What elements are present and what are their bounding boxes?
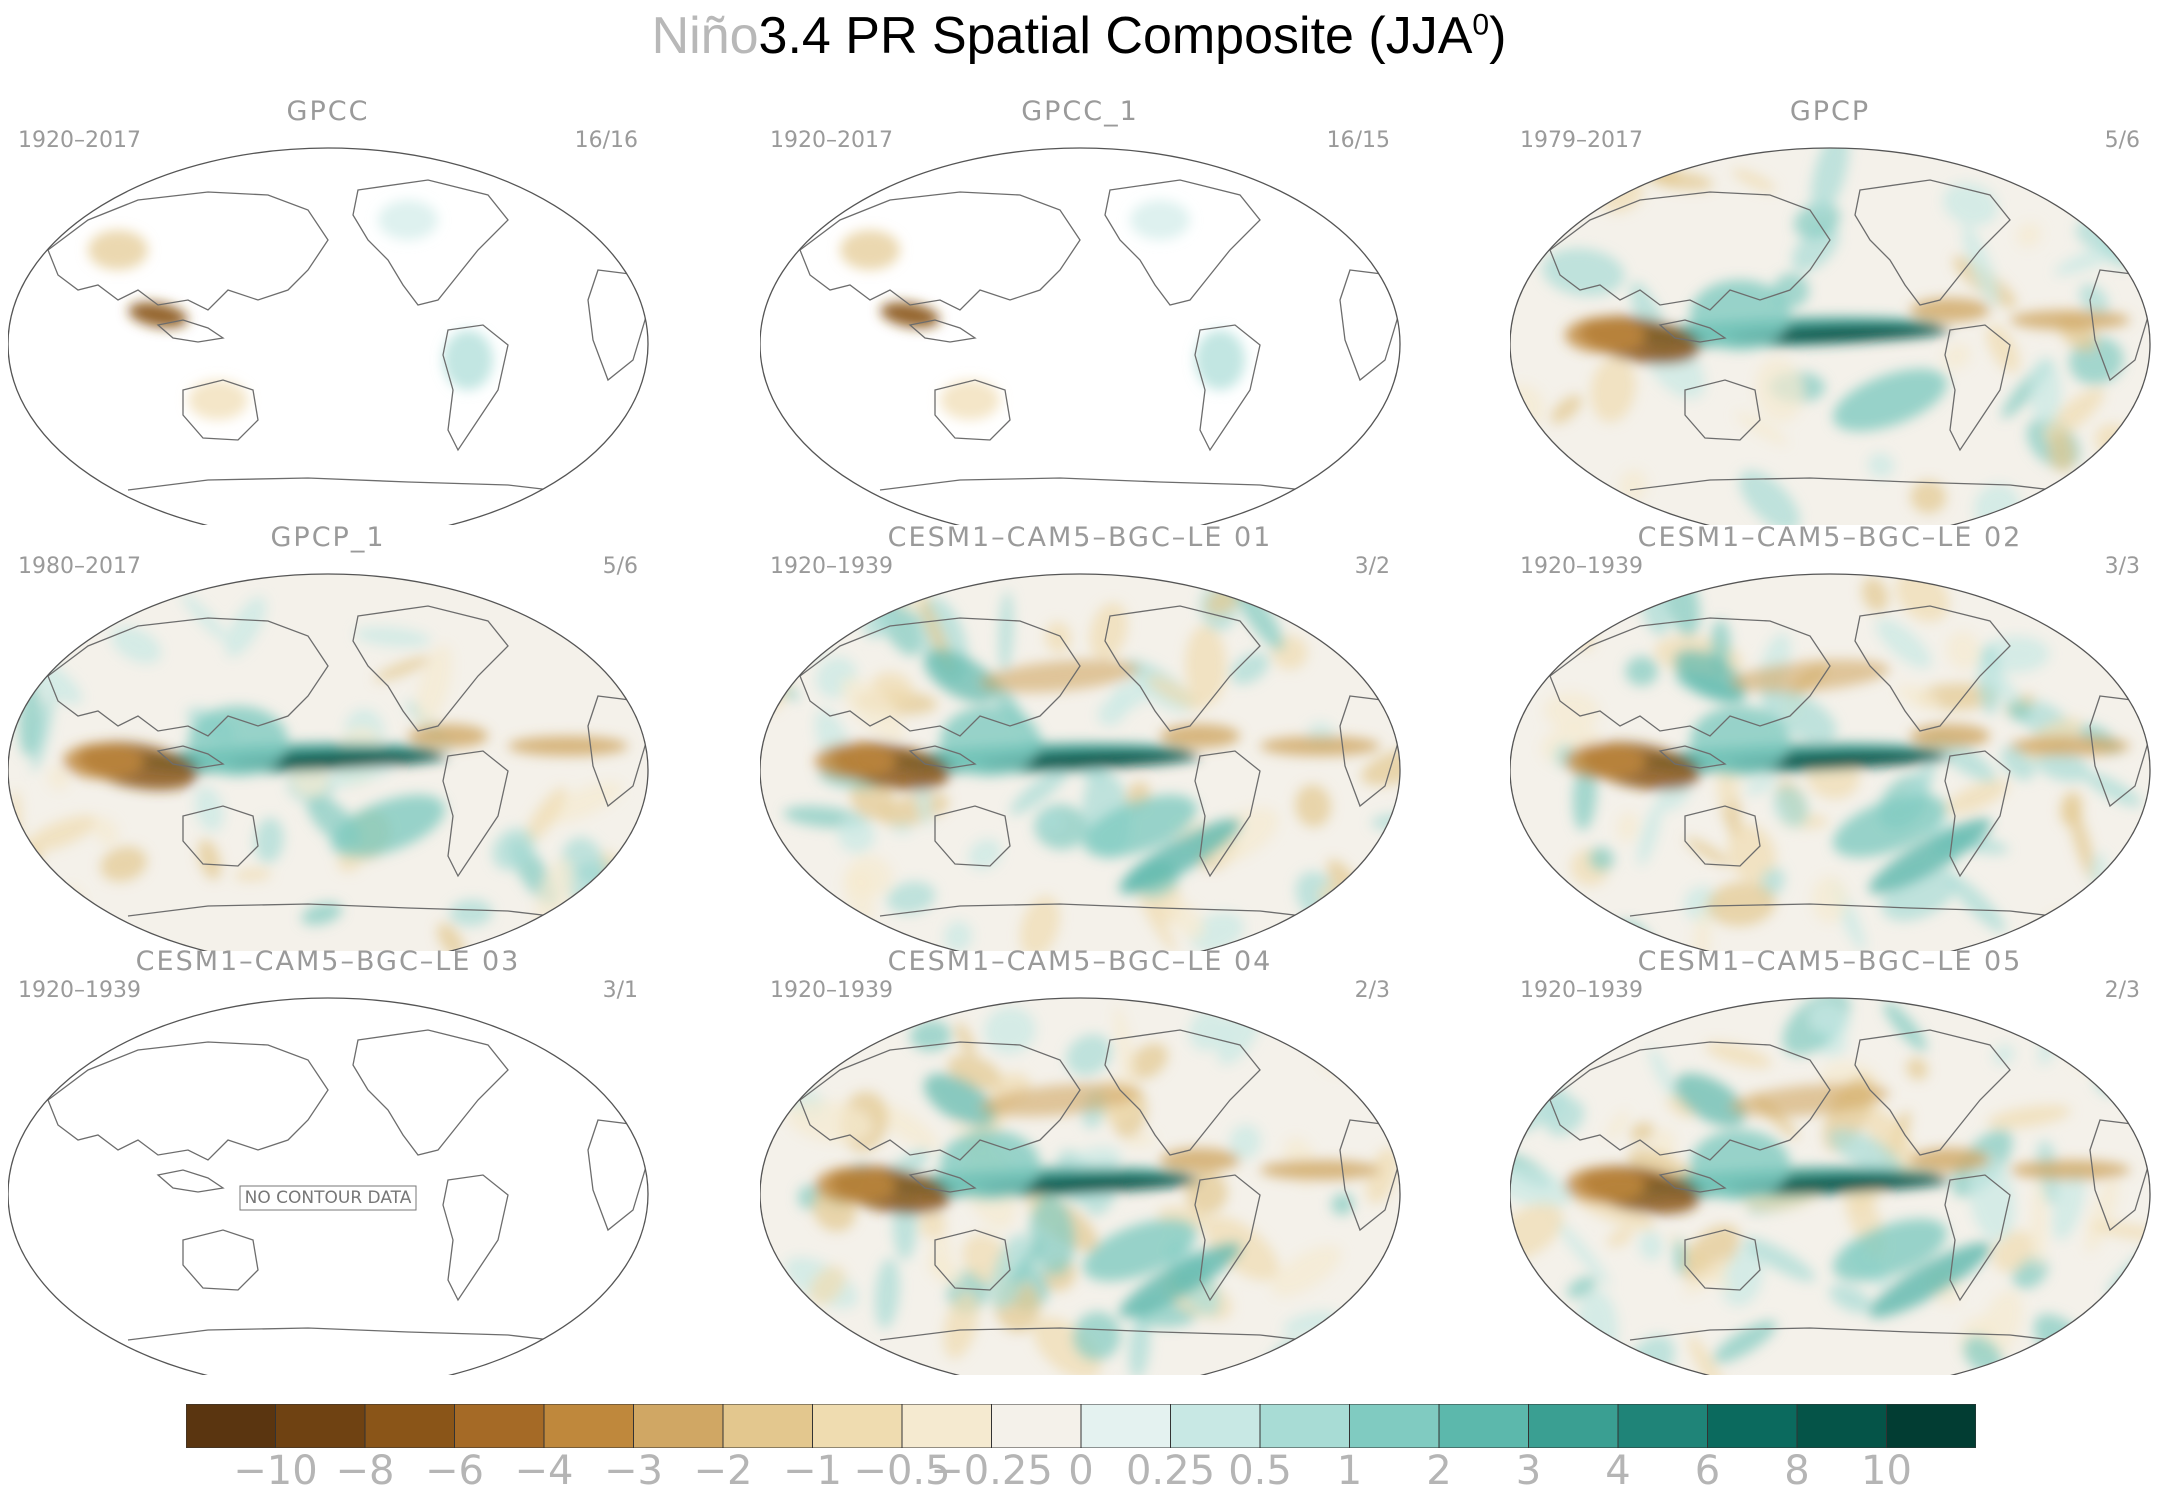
colorbar-tick-label: 2 xyxy=(1426,1448,1452,1494)
panel-years: 1920–1939 xyxy=(770,978,893,1003)
colorbar-tick-label: −3 xyxy=(604,1448,663,1494)
colorbar-tick-label: 0.5 xyxy=(1228,1448,1292,1494)
panel-title: GPCC xyxy=(286,96,370,127)
colorbar-swatch xyxy=(275,1404,366,1448)
panel-count: 5/6 xyxy=(602,554,638,579)
colorbar-tick-label: −4 xyxy=(514,1448,574,1494)
colorbar-tick-label: −10 xyxy=(233,1448,318,1494)
colorbar-tick-label: −0.25 xyxy=(930,1448,1053,1494)
panel-years: 1920–1939 xyxy=(770,554,893,579)
map-canvas xyxy=(760,997,1401,1375)
title-superscript: 0 xyxy=(1472,8,1490,42)
colorbar-swatch xyxy=(991,1404,1082,1448)
colorbar-swatch xyxy=(812,1404,903,1448)
colorbar-swatch xyxy=(901,1404,992,1448)
colorbar-tick-label: 0.25 xyxy=(1125,1448,1216,1494)
panel-title: CESM1–CAM5–BGC–LE 03 xyxy=(135,946,521,977)
colorbar-swatch xyxy=(1796,1404,1887,1448)
colorbar-tick-label: −2 xyxy=(693,1448,753,1494)
colorbar-labels: −10 −8 −6 −4 −3 −2 −1 −0.5 −0.25 0 0.25 0.5 1 2 3 4 6 8 10 xyxy=(0,1448,2158,1496)
colorbar-tick-label: 3 xyxy=(1515,1448,1542,1494)
panel-years: 1920–1939 xyxy=(18,978,141,1003)
panel-title: GPCP xyxy=(1789,96,1871,127)
panel-title: CESM1–CAM5–BGC–LE 02 xyxy=(1637,522,2023,553)
panel-title: GPCP_1 xyxy=(270,522,386,553)
map-panel: CESM1–CAM5–BGC–LE 05 1920–1939 2/3 xyxy=(1510,946,2158,1375)
colorbar-tick-label: 1 xyxy=(1336,1448,1363,1494)
colorbar-swatch xyxy=(1528,1404,1619,1448)
colorbar-swatch xyxy=(1617,1404,1708,1448)
panel-years: 1980–2017 xyxy=(18,554,141,579)
colorbar-tick-label: 4 xyxy=(1605,1448,1631,1494)
panel-count: 2/3 xyxy=(1354,978,1390,1003)
panel-title: CESM1–CAM5–BGC–LE 01 xyxy=(887,522,1273,553)
map-canvas: NO CONTOUR DATA xyxy=(8,997,649,1375)
panel-title: GPCC_1 xyxy=(1021,96,1139,127)
colorbar-tick-label: 8 xyxy=(1784,1448,1810,1494)
colorbar-swatch xyxy=(1259,1404,1350,1448)
title-prefix: Niño xyxy=(651,7,759,65)
colorbar-swatch xyxy=(1349,1404,1440,1448)
map-canvas xyxy=(8,573,649,951)
colorbar-tick-label: −1 xyxy=(783,1448,842,1494)
panel-years: 1979–2017 xyxy=(1520,128,1643,153)
figure-title: Niño3.4 PR Spatial Composite (JJA0) xyxy=(0,6,2158,66)
colorbar-tick-label: −8 xyxy=(335,1448,395,1494)
panel-count: 3/2 xyxy=(1354,554,1390,579)
colorbar-swatch xyxy=(633,1404,724,1448)
colorbar-swatch xyxy=(454,1404,545,1448)
title-suffix: ) xyxy=(1489,7,1507,65)
panel-count: 16/15 xyxy=(1326,128,1390,153)
panel-count: 3/3 xyxy=(2104,554,2140,579)
panel-years: 1920–2017 xyxy=(770,128,893,153)
map-canvas xyxy=(760,573,1401,951)
panel-title: CESM1–CAM5–BGC–LE 04 xyxy=(887,946,1273,977)
colorbar-tick-label: −0.5 xyxy=(853,1448,951,1494)
map-panel: CESM1–CAM5–BGC–LE 04 1920–1939 2/3 xyxy=(760,946,1480,1375)
map-panel: GPCC_1 1920–2017 16/15 xyxy=(760,96,1480,525)
no-data-note: NO CONTOUR DATA xyxy=(245,1188,412,1208)
map-canvas xyxy=(760,147,1401,525)
colorbar-tick-label: 6 xyxy=(1694,1448,1721,1494)
colorbar-swatch xyxy=(1707,1404,1798,1448)
panel-years: 1920–1939 xyxy=(1520,554,1643,579)
colorbar-swatch xyxy=(1438,1404,1529,1448)
panel-count: 16/16 xyxy=(574,128,638,153)
colorbar xyxy=(186,1404,1976,1448)
colorbar-swatch xyxy=(1080,1404,1171,1448)
map-panel: GPCP_1 1980–2017 5/6 xyxy=(8,522,728,951)
map-panel: CESM1–CAM5–BGC–LE 02 1920–1939 3/3 xyxy=(1510,522,2158,951)
panel-count: 3/1 xyxy=(602,978,638,1003)
panel-title: CESM1–CAM5–BGC–LE 05 xyxy=(1637,946,2023,977)
map-canvas xyxy=(1510,147,2151,525)
map-panel: GPCC 1920–2017 16/16 xyxy=(8,96,728,525)
colorbar-swatch xyxy=(1886,1404,1976,1448)
colorbar-tick-label: −6 xyxy=(425,1448,484,1494)
panel-years: 1920–2017 xyxy=(18,128,141,153)
panel-count: 5/6 xyxy=(2104,128,2140,153)
map-panel: GPCP 1979–2017 5/6 xyxy=(1510,96,2158,525)
colorbar-swatch xyxy=(722,1404,813,1448)
title-main: 3.4 PR Spatial Composite (JJA xyxy=(758,7,1473,65)
map-panel: NO CONTOUR DATA CESM1–CAM5–BGC–LE 03 1920–… xyxy=(8,946,728,1375)
map-canvas xyxy=(1510,997,2151,1375)
colorbar-swatch xyxy=(1170,1404,1261,1448)
colorbar-swatch xyxy=(364,1404,455,1448)
colorbar-swatch xyxy=(543,1404,634,1448)
map-panel: CESM1–CAM5–BGC–LE 01 1920–1939 3/2 xyxy=(760,522,1480,951)
panel-years: 1920–1939 xyxy=(1520,978,1643,1003)
colorbar-tick-label: 10 xyxy=(1861,1448,1912,1494)
colorbar-tick-label: 0 xyxy=(1068,1448,1094,1494)
colorbar-swatch xyxy=(186,1404,276,1448)
map-canvas xyxy=(8,147,649,525)
map-canvas xyxy=(1510,573,2151,951)
panel-count: 2/3 xyxy=(2104,978,2140,1003)
